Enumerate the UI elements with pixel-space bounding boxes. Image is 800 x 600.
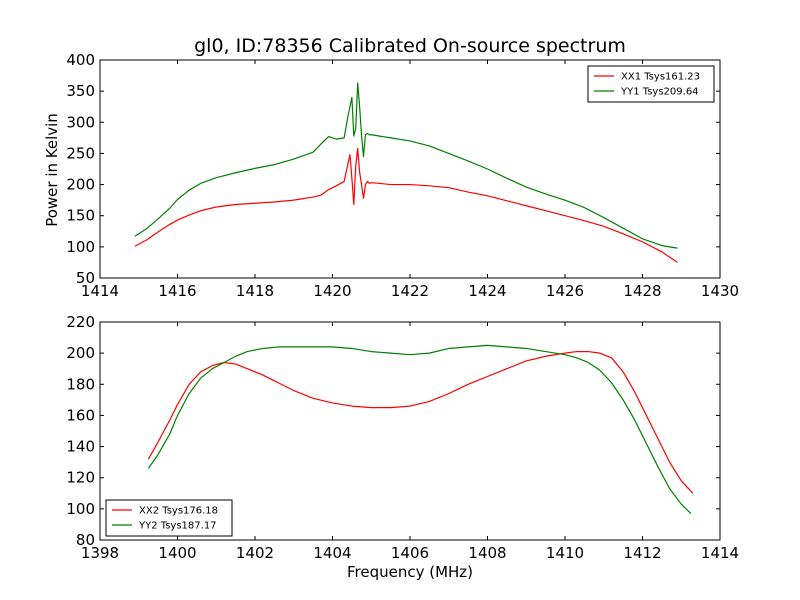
top-x-tick-label: 1430 bbox=[701, 282, 739, 300]
top-series-line-0 bbox=[134, 147, 678, 263]
top-x-tick-label: 1424 bbox=[468, 282, 506, 300]
top-x-tick-label: 1414 bbox=[81, 282, 119, 300]
top-x-tick-label: 1428 bbox=[623, 282, 661, 300]
top-x-tick-label: 1418 bbox=[236, 282, 274, 300]
bottom-legend-label-0: XX2 Tsys176.18 bbox=[139, 506, 218, 517]
top-y-tick-label: 100 bbox=[66, 238, 95, 256]
top-x-tick-label: 1420 bbox=[313, 282, 351, 300]
top-legend-label-0: XX1 Tsys161.23 bbox=[621, 72, 700, 83]
top-legend-label-1: YY1 Tsys209.64 bbox=[620, 87, 699, 98]
bottom-x-tick-label: 1404 bbox=[313, 544, 351, 562]
top-series-line-1 bbox=[134, 82, 678, 249]
top-y-tick-label: 50 bbox=[76, 269, 95, 287]
bottom-x-tick-label: 1414 bbox=[701, 544, 739, 562]
bottom-legend-label-1: YY2 Tsys187.17 bbox=[138, 521, 217, 532]
bottom-x-tick-label: 1408 bbox=[468, 544, 506, 562]
bottom-x-tick-label: 1400 bbox=[158, 544, 196, 562]
bottom-x-axis-label: Frequency (MHz) bbox=[347, 563, 473, 581]
bottom-x-tick-label: 1412 bbox=[623, 544, 661, 562]
bottom-series-line-0 bbox=[147, 350, 694, 494]
bottom-series-line-1 bbox=[147, 344, 692, 514]
bottom-x-tick-label: 1410 bbox=[546, 544, 584, 562]
top-y-tick-label: 200 bbox=[66, 176, 95, 194]
top-y-axis-label: Power in Kelvin bbox=[43, 113, 61, 227]
bottom-x-tick-label: 1402 bbox=[236, 544, 274, 562]
bottom-y-tick-label: 160 bbox=[66, 406, 95, 424]
bottom-y-tick-label: 200 bbox=[66, 344, 95, 362]
bottom-y-tick-label: 80 bbox=[76, 531, 95, 549]
bottom-x-tick-label: 1398 bbox=[81, 544, 119, 562]
bottom-y-tick-label: 220 bbox=[66, 313, 95, 331]
bottom-y-tick-label: 140 bbox=[66, 438, 95, 456]
top-axes: 1414 1416 1418 1420 1422 1424 1426 1428 1430 50 10… bbox=[66, 51, 739, 300]
bottom-y-tick-label: 100 bbox=[66, 500, 95, 518]
bottom-x-tick-label: 1406 bbox=[391, 544, 429, 562]
top-x-tick-label: 1416 bbox=[158, 282, 196, 300]
bottom-y-tick-label: 180 bbox=[66, 375, 95, 393]
top-y-tick-label: 400 bbox=[66, 51, 95, 69]
bottom-legend-box bbox=[105, 499, 233, 537]
top-y-tick-label: 250 bbox=[66, 144, 95, 162]
top-y-tick-label: 150 bbox=[66, 207, 95, 225]
top-x-tick-label: 1426 bbox=[546, 282, 584, 300]
top-y-tick-label: 350 bbox=[66, 82, 95, 100]
bottom-legend: XX2 Tsys176.18 YY2 Tsys187.17 bbox=[105, 499, 233, 537]
top-legend-box bbox=[587, 65, 715, 103]
top-y-tick-label: 300 bbox=[66, 113, 95, 131]
bottom-y-tick-label: 120 bbox=[66, 469, 95, 487]
top-x-tick-label: 1422 bbox=[391, 282, 429, 300]
top-legend: XX1 Tsys161.23 YY1 Tsys209.64 bbox=[587, 65, 715, 103]
figure-title: gl0, ID:78356 Calibrated On-source spect… bbox=[194, 35, 626, 57]
bottom-axes: 1398 1400 1402 1404 1406 1408 1410 1412 1414 80 10… bbox=[66, 313, 739, 562]
